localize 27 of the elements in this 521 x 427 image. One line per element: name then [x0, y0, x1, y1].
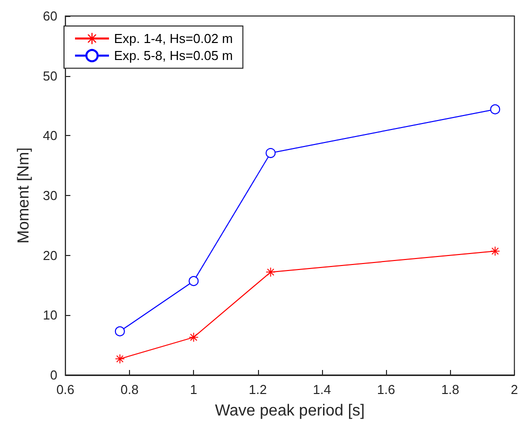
y-tick-label: 40	[42, 128, 58, 144]
x-tick-label: 2	[510, 382, 518, 397]
point	[188, 276, 199, 286]
x-tick-label: 0.8	[120, 382, 139, 397]
x-tick-label: 1.2	[248, 382, 267, 397]
point	[490, 104, 500, 114]
x-tick-label: 0.6	[56, 382, 74, 397]
point	[266, 268, 276, 277]
legend-label: Exp. 1-4, Hs=0.02 m	[114, 31, 233, 46]
y-tick-label: 60	[42, 8, 58, 24]
point	[114, 326, 125, 336]
x-tick-label: 1.4	[312, 382, 331, 397]
y-tick-label: 30	[42, 188, 58, 203]
x-tick-label: 1	[190, 382, 198, 397]
y-axis-title: Moment [Nm]	[16, 147, 32, 244]
y-tick-label: 10	[42, 308, 58, 323]
point	[490, 246, 500, 256]
point	[189, 332, 198, 342]
y-tick-label: 0	[50, 368, 58, 382]
x-tick-label: 1.8	[441, 382, 460, 397]
legend-label: Exp. 5-8, Hs=0.05 m	[114, 48, 233, 64]
y-tick-label: 50	[42, 68, 58, 84]
y-tick-label: 20	[42, 248, 58, 263]
x-axis-title: Wave peak period [s]	[215, 402, 365, 420]
x-tick-label: 1.6	[377, 382, 396, 397]
point	[115, 354, 124, 364]
point	[266, 148, 276, 158]
